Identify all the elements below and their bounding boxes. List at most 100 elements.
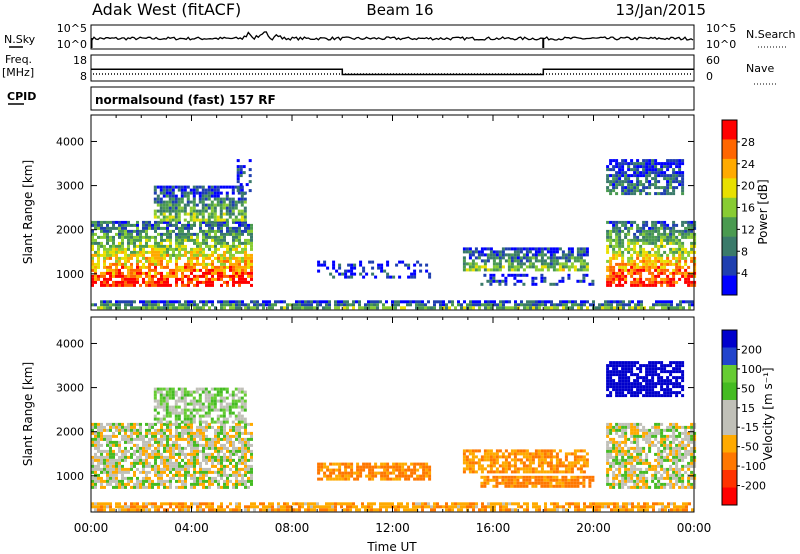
power-cell <box>142 235 145 239</box>
power-cell <box>286 303 289 307</box>
power-cell <box>541 303 544 307</box>
velocity-cell <box>531 452 535 456</box>
power-cell <box>651 283 655 287</box>
power-cell <box>534 247 538 251</box>
power-cell <box>666 223 670 227</box>
power-cell <box>106 223 109 227</box>
power-cell <box>109 250 112 254</box>
power-cell <box>642 171 646 175</box>
power-colorbar-swatch <box>722 256 737 276</box>
power-cell <box>148 238 151 242</box>
power-y-axis-label: Slant Range [km] <box>21 160 35 264</box>
power-cell <box>162 188 166 192</box>
power-cell <box>208 283 211 287</box>
power-cell <box>552 265 556 269</box>
power-cell <box>223 244 226 248</box>
power-cell <box>181 226 184 230</box>
power-cell <box>133 223 136 227</box>
power-cell <box>507 262 511 266</box>
power-cell <box>540 256 544 260</box>
power-cell <box>241 250 244 254</box>
power-cell <box>217 223 220 227</box>
velocity-cell <box>193 440 196 444</box>
power-cell <box>540 279 544 283</box>
velocity-cell <box>127 482 130 486</box>
power-cell <box>678 241 682 245</box>
power-cell <box>687 265 691 269</box>
power-cell <box>654 226 658 230</box>
velocity-cell <box>162 393 166 397</box>
power-cell <box>648 186 652 190</box>
velocity-cell <box>91 482 94 486</box>
power-cell <box>502 306 505 310</box>
velocity-cell <box>121 476 124 480</box>
power-cell <box>645 250 649 254</box>
power-cell <box>654 174 658 178</box>
velocity-cell <box>136 443 139 447</box>
velocity-cell <box>202 434 205 438</box>
power-cell <box>142 244 145 248</box>
power-cell <box>576 259 580 263</box>
velocity-cell <box>106 473 109 477</box>
velocity-cell <box>183 417 187 421</box>
power-cell <box>244 265 247 269</box>
velocity-cell <box>240 399 244 403</box>
power-cell <box>175 262 178 266</box>
power-cell <box>103 283 106 287</box>
power-cell <box>636 159 640 163</box>
velocity-cell <box>582 481 586 485</box>
velocity-cell <box>190 461 193 465</box>
power-cell <box>654 223 658 227</box>
velocity-cell <box>187 425 190 429</box>
power-cell <box>543 259 547 263</box>
velocity-cell <box>204 396 208 400</box>
velocity-cell <box>579 470 583 474</box>
power-cell <box>229 277 232 281</box>
power-cell <box>678 247 682 251</box>
velocity-cell <box>645 437 649 441</box>
power-cell <box>139 241 142 245</box>
velocity-cell <box>91 479 94 483</box>
power-cell <box>618 177 622 181</box>
velocity-cell <box>675 434 679 438</box>
velocity-cell <box>115 422 118 426</box>
velocity-cell <box>672 467 676 471</box>
power-cell <box>618 229 622 233</box>
velocity-cell <box>115 425 118 429</box>
power-cell <box>198 200 202 204</box>
power-cell <box>162 185 166 189</box>
power-cell <box>181 244 184 248</box>
velocity-cell <box>180 420 184 424</box>
power-cell <box>91 232 94 236</box>
power-cell <box>642 241 646 245</box>
power-cell <box>681 265 685 269</box>
power-cell <box>145 303 148 307</box>
velocity-cell <box>226 473 229 477</box>
power-cell <box>618 165 622 169</box>
power-cell <box>253 300 256 304</box>
power-cell <box>145 256 148 260</box>
power-cell <box>201 212 205 216</box>
power-cell <box>133 306 136 310</box>
velocity-cell <box>165 402 169 406</box>
power-cell <box>103 232 106 236</box>
power-cell <box>124 274 127 278</box>
power-cell <box>156 209 160 213</box>
power-cell <box>498 282 502 286</box>
velocity-cell <box>172 446 175 450</box>
power-cell <box>633 220 637 224</box>
power-cell <box>169 274 172 278</box>
power-cell <box>654 183 658 187</box>
velocity-cell <box>636 449 640 453</box>
velocity-cell <box>633 440 637 444</box>
velocity-cell <box>187 437 190 441</box>
power-cell <box>217 274 220 278</box>
velocity-cell <box>169 443 172 447</box>
velocity-cell <box>486 481 490 485</box>
power-cell <box>392 275 396 279</box>
power-cell <box>606 259 610 263</box>
velocity-cell <box>198 420 202 424</box>
power-cell <box>627 256 631 260</box>
power-cell <box>546 250 550 254</box>
power-cell <box>667 300 670 304</box>
